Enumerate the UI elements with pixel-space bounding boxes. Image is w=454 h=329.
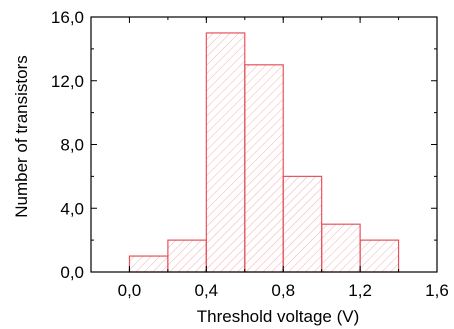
x-tick-label: 1,6 bbox=[425, 281, 449, 300]
histogram-bar-4 bbox=[244, 64, 284, 273]
y-tick-label: 12,0 bbox=[51, 72, 84, 91]
histogram-bar-3 bbox=[205, 32, 246, 273]
ticks-group bbox=[90, 16, 438, 273]
y-tick-label: 8,0 bbox=[60, 136, 84, 155]
tick-labels-group: 0,0 0,4 0,8 1,2 1,6 0,0 4,0 8,0 12,0 16,0 bbox=[51, 8, 449, 300]
y-tick-label: 0,0 bbox=[60, 263, 84, 282]
x-axis-label: Threshold voltage (V) bbox=[197, 307, 360, 326]
histogram-bar-1 bbox=[128, 255, 169, 273]
x-tick-label: 1,2 bbox=[348, 281, 372, 300]
x-tick-label: 0,8 bbox=[271, 281, 295, 300]
histogram-bar-6 bbox=[321, 223, 361, 273]
histogram-bar-7 bbox=[359, 239, 400, 273]
histogram-bar-5 bbox=[282, 175, 323, 273]
x-tick-label: 0,4 bbox=[195, 281, 219, 300]
y-tick-label: 4,0 bbox=[60, 199, 84, 218]
x-tick-label: 0,0 bbox=[118, 281, 142, 300]
histogram-bar-2 bbox=[167, 239, 207, 273]
y-tick-label: 16,0 bbox=[51, 8, 84, 27]
y-axis-label: Number of transistors bbox=[12, 55, 31, 218]
bars-group bbox=[128, 32, 400, 273]
